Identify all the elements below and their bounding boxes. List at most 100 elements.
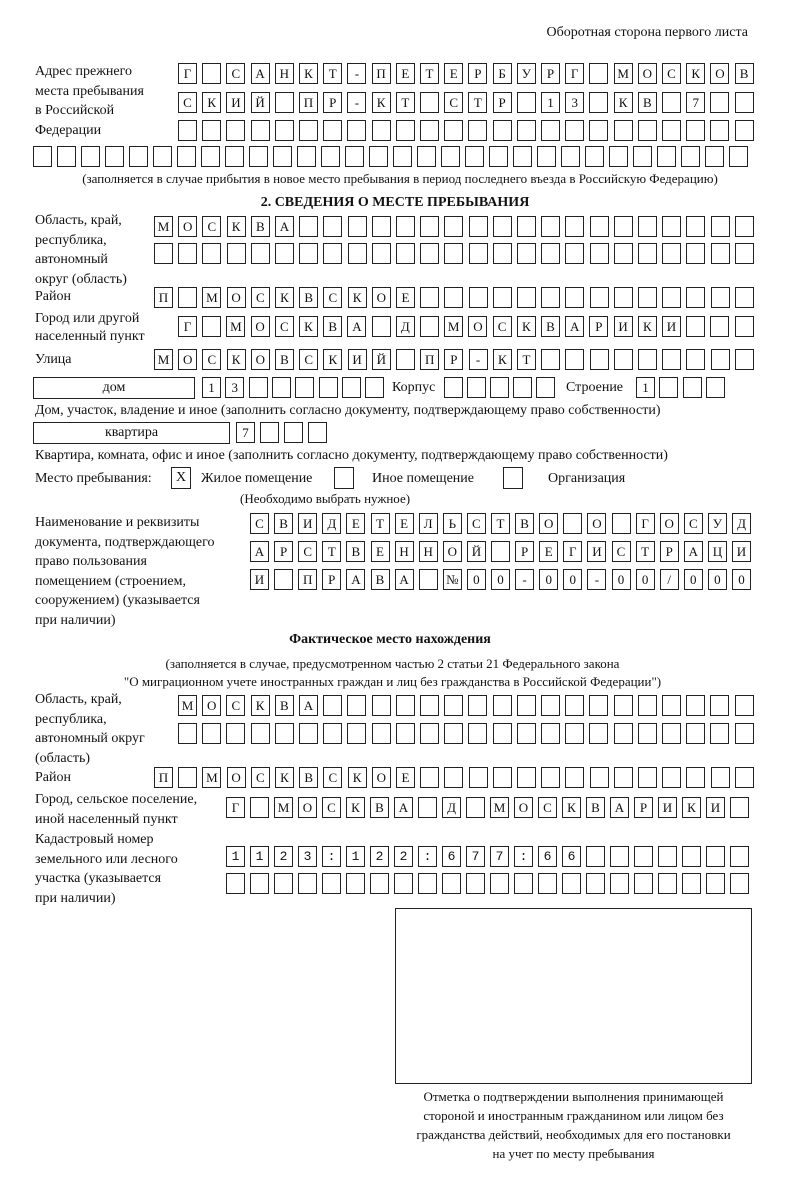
street-cell[interactable] bbox=[710, 349, 730, 370]
stay-option-residential-checkbox[interactable]: X bbox=[171, 467, 191, 489]
document-row-3-cell[interactable]: 0 bbox=[732, 569, 751, 590]
document-row-1-cell[interactable]: В bbox=[515, 513, 535, 534]
document-row-3-cell[interactable]: В bbox=[370, 569, 390, 590]
actual-district-cell[interactable] bbox=[517, 767, 536, 788]
region-row-2-cell[interactable] bbox=[638, 243, 657, 264]
district-cell[interactable]: Е bbox=[396, 287, 415, 308]
street-cell[interactable]: С bbox=[202, 349, 222, 370]
previous-address-row-2-cell[interactable]: К bbox=[371, 92, 391, 113]
actual-district-cell[interactable] bbox=[710, 767, 730, 788]
document-row-2-cell[interactable]: Е bbox=[370, 541, 390, 562]
city-cell[interactable]: К bbox=[637, 316, 657, 337]
previous-address-row-2-cell[interactable]: И bbox=[226, 92, 246, 113]
actual-district-cell[interactable] bbox=[613, 767, 633, 788]
actual-region-row-1-cell[interactable] bbox=[468, 695, 488, 716]
previous-address-row-2-cell[interactable] bbox=[274, 92, 294, 113]
stay-option-other-checkbox[interactable] bbox=[334, 467, 354, 489]
cadastral-row-1-cell[interactable] bbox=[562, 846, 581, 867]
previous-address-row-1-cell[interactable]: У bbox=[516, 63, 536, 84]
document-row-1-cell[interactable]: С bbox=[466, 513, 486, 534]
document-row-1-cell[interactable]: Д bbox=[322, 513, 342, 534]
previous-address-row-2-cell[interactable]: Р bbox=[492, 92, 512, 113]
district-cell[interactable]: С bbox=[250, 287, 270, 308]
city-cell[interactable]: К bbox=[299, 316, 318, 337]
cadastral-row-1-cell[interactable] bbox=[370, 846, 389, 867]
previous-address-row-1-cell[interactable]: А bbox=[250, 63, 270, 84]
cadastral-row-1-cell[interactable] bbox=[586, 846, 605, 867]
previous-address-row-1-cell[interactable]: В bbox=[734, 63, 754, 84]
actual-region-row-1-cell[interactable] bbox=[686, 695, 706, 716]
document-row-3-cell[interactable]: 0 bbox=[563, 569, 583, 590]
structure-cell[interactable]: 1 bbox=[636, 377, 655, 398]
region-row-1-cell[interactable] bbox=[396, 216, 415, 237]
actual-city-cell[interactable]: К bbox=[346, 797, 365, 818]
building-cell[interactable] bbox=[467, 377, 486, 398]
street-cell[interactable]: Р bbox=[444, 349, 464, 370]
region-row-2-cell[interactable] bbox=[178, 243, 198, 264]
cadastral-row-1-cell[interactable] bbox=[394, 846, 413, 867]
city-cell[interactable]: Г bbox=[178, 316, 197, 337]
previous-address-row-4-cell[interactable] bbox=[417, 146, 436, 167]
previous-address-row-2-cell[interactable]: С bbox=[444, 92, 464, 113]
document-row-1-cell[interactable]: Е bbox=[394, 513, 414, 534]
document-row-3-cell[interactable] bbox=[418, 569, 438, 590]
previous-address-row-3-cell[interactable] bbox=[444, 120, 464, 141]
document-row-3-cell[interactable]: 0 bbox=[539, 569, 559, 590]
document-row-1-cell[interactable]: Д bbox=[732, 513, 751, 534]
previous-address-row-2-cell[interactable] bbox=[710, 92, 730, 113]
cadastral-row-2-cell[interactable] bbox=[586, 873, 605, 894]
previous-address-row-3-cell[interactable] bbox=[686, 120, 706, 141]
region-row-1-cell[interactable]: В bbox=[250, 216, 270, 237]
street-cell[interactable]: Й bbox=[371, 349, 391, 370]
previous-address-row-3-cell[interactable] bbox=[347, 120, 367, 141]
region-row-1-cell[interactable]: М bbox=[154, 216, 173, 237]
city-cell[interactable]: М bbox=[226, 316, 246, 337]
actual-city-cell[interactable]: В bbox=[586, 797, 605, 818]
region-row-2-cell[interactable] bbox=[154, 243, 173, 264]
cadastral-row-1-cell[interactable] bbox=[658, 846, 677, 867]
house-type-field[interactable]: дом bbox=[33, 377, 195, 399]
region-row-1-cell[interactable]: К bbox=[226, 216, 246, 237]
region-row-1-cell[interactable] bbox=[299, 216, 319, 237]
document-row-2-cell[interactable]: О bbox=[442, 541, 462, 562]
document-row-1-cell[interactable]: Г bbox=[635, 513, 655, 534]
previous-address-row-3-cell[interactable] bbox=[226, 120, 246, 141]
previous-address-row-2-cell[interactable]: К bbox=[202, 92, 222, 113]
cadastral-row-2-cell[interactable] bbox=[610, 873, 629, 894]
city-cell[interactable]: И bbox=[662, 316, 681, 337]
actual-region-row-2-cell[interactable] bbox=[734, 723, 754, 744]
previous-address-row-4-cell[interactable] bbox=[273, 146, 292, 167]
previous-address-row-1-cell[interactable]: Р bbox=[541, 63, 560, 84]
cadastral-row-2-cell[interactable] bbox=[466, 873, 485, 894]
city-cell[interactable] bbox=[371, 316, 391, 337]
previous-address-row-4-cell[interactable] bbox=[57, 146, 76, 167]
document-row-2-cell[interactable]: Й bbox=[466, 541, 486, 562]
cadastral-row-1-cell[interactable] bbox=[466, 846, 485, 867]
house-number-cell[interactable] bbox=[318, 377, 338, 398]
document-row-2-cell[interactable]: И bbox=[587, 541, 607, 562]
cadastral-row-1-cell[interactable] bbox=[418, 846, 437, 867]
district-cell[interactable] bbox=[541, 287, 561, 308]
cadastral-row-1-cell[interactable] bbox=[706, 846, 725, 867]
street-cell[interactable]: П bbox=[420, 349, 440, 370]
document-row-2-cell[interactable]: Г bbox=[563, 541, 583, 562]
region-row-1-cell[interactable]: О bbox=[178, 216, 198, 237]
street-cell[interactable]: Т bbox=[517, 349, 536, 370]
previous-address-row-3-cell[interactable] bbox=[565, 120, 585, 141]
document-row-2-cell[interactable]: А bbox=[250, 541, 269, 562]
city-cell[interactable] bbox=[734, 316, 754, 337]
previous-address-row-4-cell[interactable] bbox=[321, 146, 340, 167]
street-cell[interactable]: К bbox=[226, 349, 246, 370]
region-row-1-cell[interactable] bbox=[347, 216, 367, 237]
actual-district-cell[interactable] bbox=[541, 767, 561, 788]
document-row-3-cell[interactable]: И bbox=[250, 569, 269, 590]
previous-address-row-2-cell[interactable] bbox=[516, 92, 536, 113]
actual-region-row-2-cell[interactable] bbox=[250, 723, 270, 744]
district-cell[interactable] bbox=[444, 287, 464, 308]
structure-cell[interactable] bbox=[682, 377, 702, 398]
city-cell[interactable]: К bbox=[516, 316, 536, 337]
actual-district-cell[interactable]: О bbox=[226, 767, 246, 788]
document-row-2-cell[interactable]: И bbox=[732, 541, 751, 562]
previous-address-row-4-cell[interactable] bbox=[369, 146, 388, 167]
cadastral-row-2-cell[interactable] bbox=[562, 873, 581, 894]
